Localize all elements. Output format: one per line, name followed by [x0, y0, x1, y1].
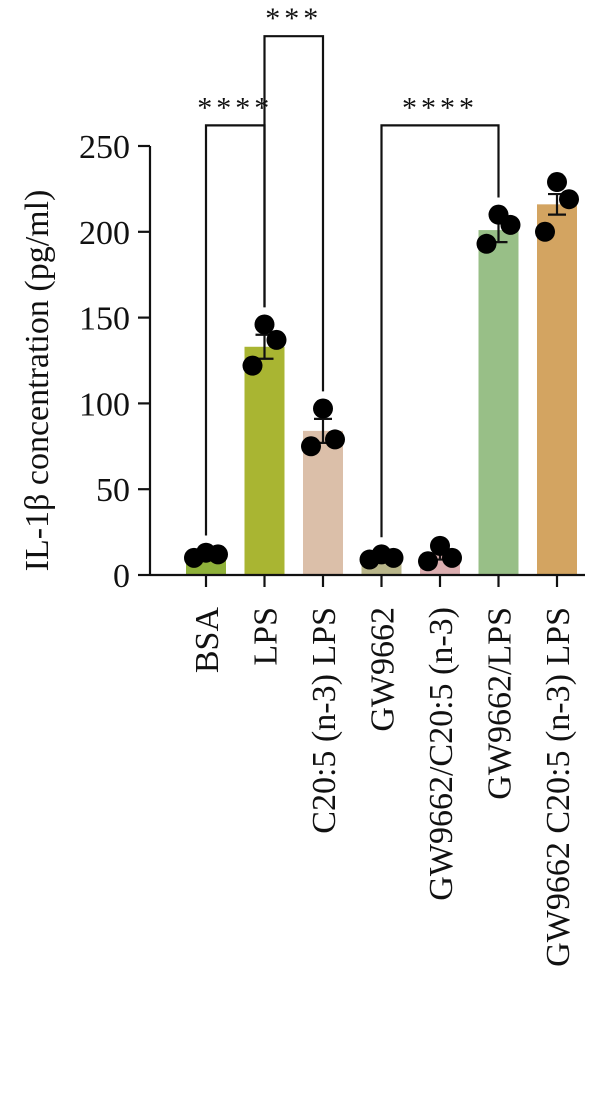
- significance-label-1: ****: [197, 91, 273, 124]
- y-tick-label-200: 200: [79, 215, 130, 252]
- y-ticks-layer: 0 50 100 150 200 250: [79, 129, 150, 595]
- category-label-5: GW9662/C20:5 (n-3): [423, 607, 460, 901]
- data-point-7-3: [547, 172, 567, 193]
- category-label-4: GW9662: [365, 607, 402, 732]
- data-point-2-3: [254, 314, 275, 335]
- data-point-2-2: [266, 329, 287, 350]
- data-point-3-2: [325, 429, 345, 450]
- bar-7: [537, 204, 577, 575]
- data-points-layer: [184, 172, 579, 572]
- significance-label-3: ****: [402, 91, 478, 124]
- y-tick-label-250: 250: [79, 129, 130, 166]
- axes-layer: [148, 146, 585, 577]
- data-point-4-3: [371, 544, 392, 565]
- category-label-6: GW9662/LPS: [482, 607, 519, 800]
- y-tick-label-50: 50: [96, 472, 130, 509]
- bar-2: [244, 346, 285, 575]
- data-point-3-1: [301, 436, 321, 457]
- data-point-2-1: [242, 355, 263, 376]
- category-label-1: BSA: [189, 607, 226, 674]
- y-tick-label-150: 150: [79, 301, 130, 338]
- y-axis-title: IL-1β concentration (pg/ml): [19, 190, 56, 572]
- data-point-3-3: [313, 398, 333, 419]
- data-point-1-3: [196, 542, 216, 563]
- data-point-5-1: [418, 551, 438, 572]
- y-tick-label-0: 0: [113, 558, 130, 595]
- significance-layer: ***********: [197, 2, 500, 538]
- significance-label-2: ***: [265, 2, 322, 35]
- data-point-7-2: [559, 189, 579, 210]
- category-label-7: GW9662 C20:5 (n-3) LPS: [540, 607, 577, 967]
- category-label-3: C20:5 (n-3) LPS: [306, 607, 343, 834]
- significance-bracket-3: [380, 124, 500, 538]
- bars-layer: [186, 204, 577, 576]
- data-point-5-3: [430, 535, 450, 556]
- category-labels-layer: BSA LPS C20:5 (n-3) LPS GW9662 GW9662/C20:5 …: [189, 575, 577, 967]
- bar-6: [478, 230, 519, 576]
- significance-bracket-2: [263, 35, 325, 392]
- category-label-2: LPS: [248, 607, 285, 666]
- y-tick-label-100: 100: [79, 386, 130, 423]
- data-point-6-1: [476, 233, 497, 254]
- data-point-7-1: [535, 221, 555, 242]
- data-point-6-3: [488, 204, 509, 225]
